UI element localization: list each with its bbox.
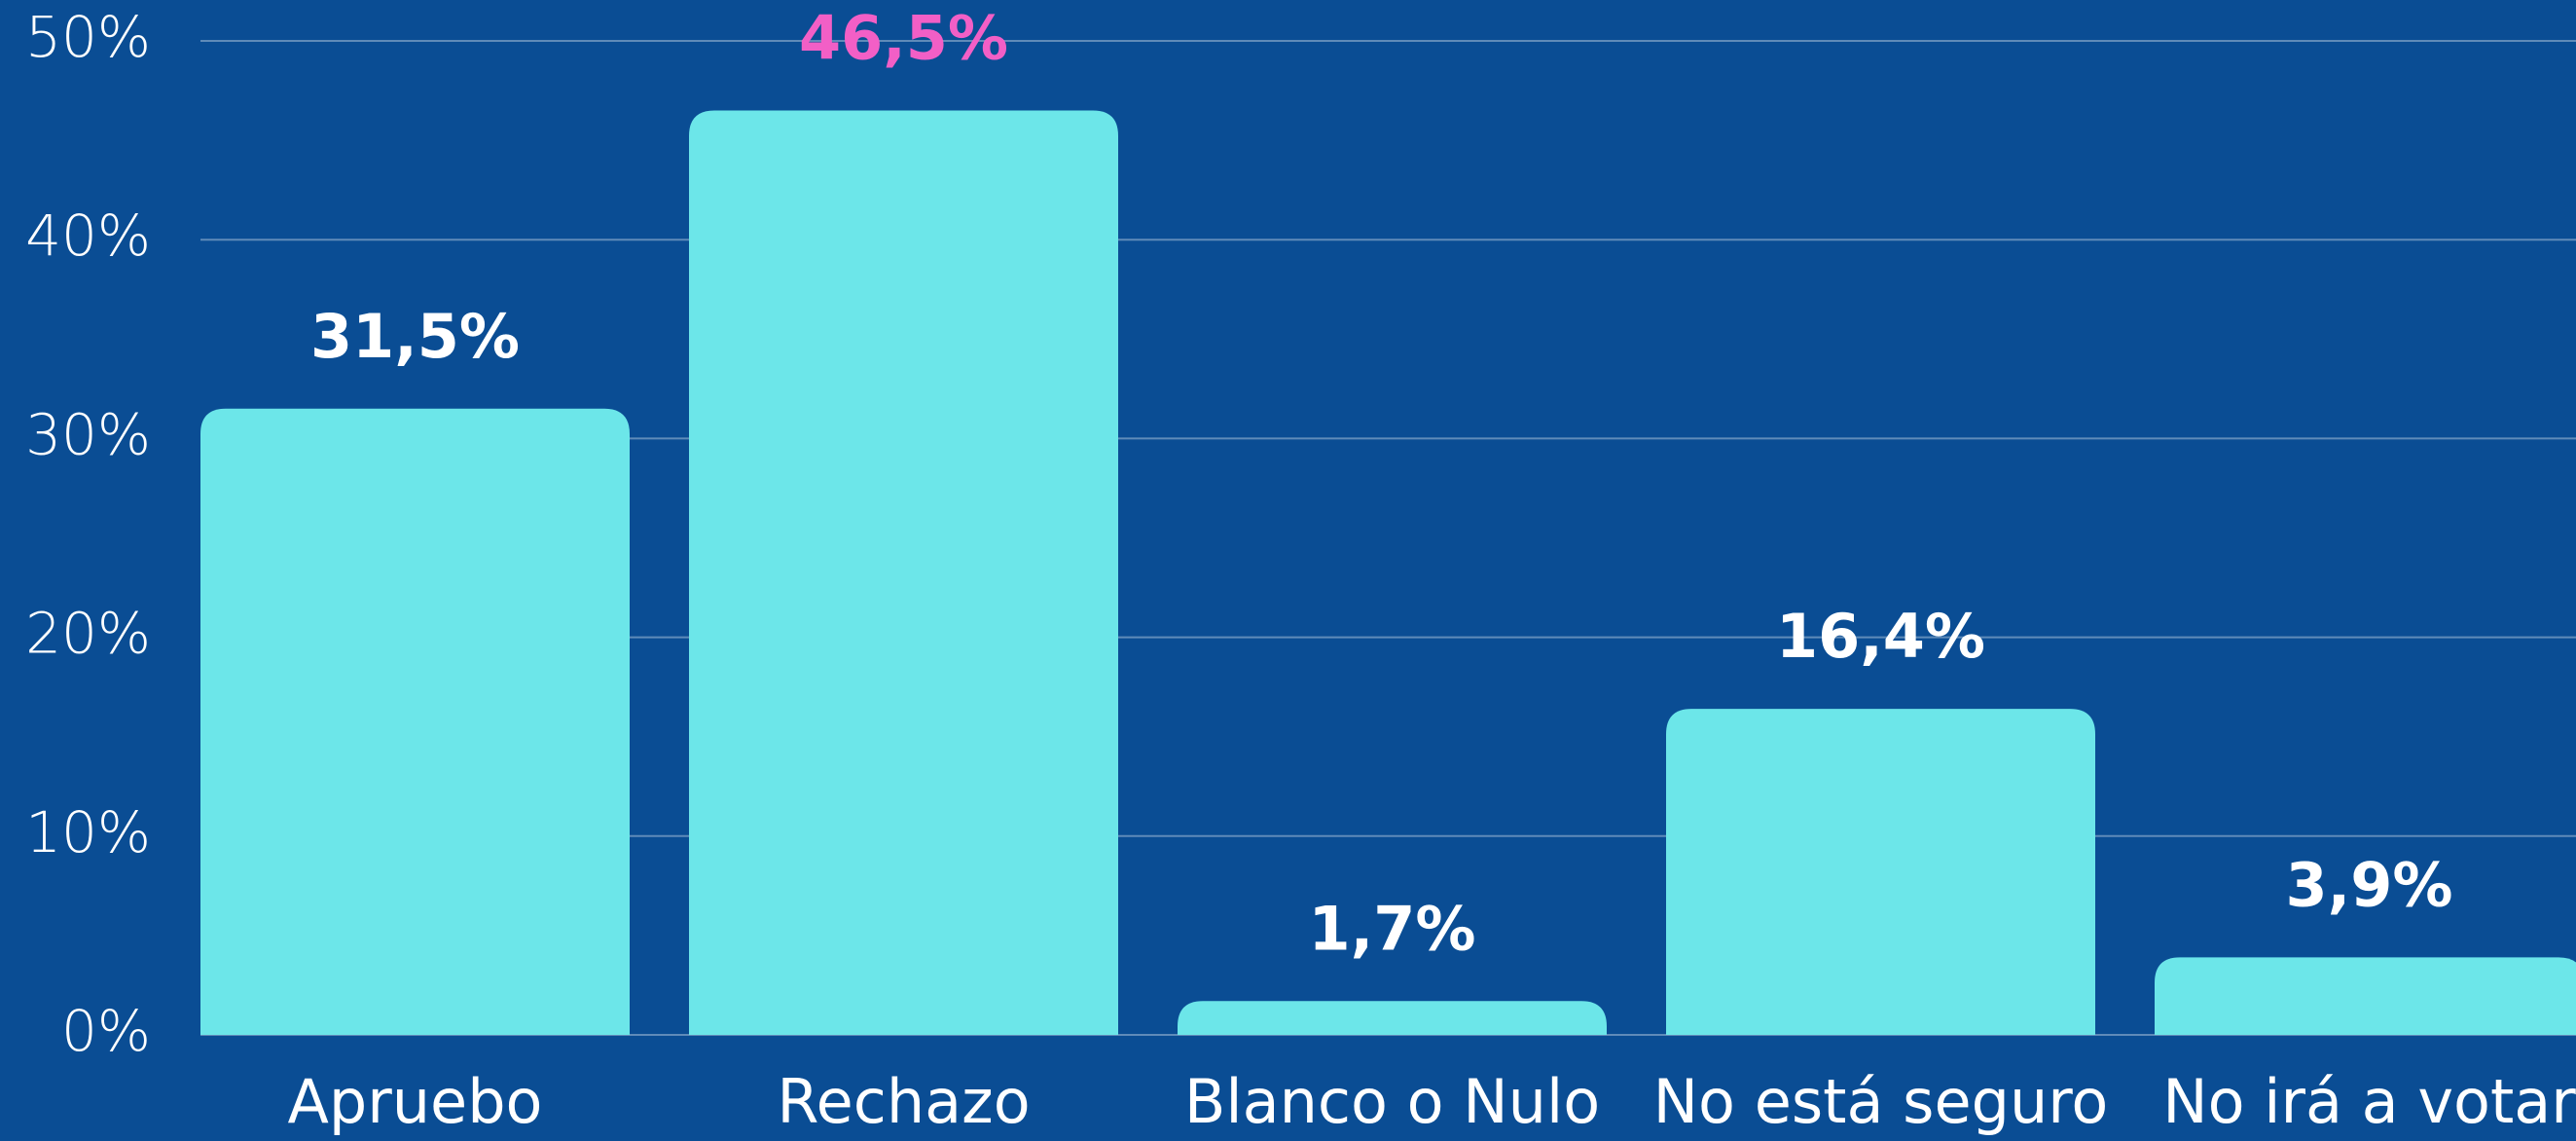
value-label: 16,4% [1776,601,1985,672]
bar [1178,1001,1607,1035]
value-label: 46,5% [799,3,1008,74]
bar [1666,709,2095,1035]
x-tick-label: Rechazo [777,1066,1030,1137]
y-tick-label: 20% [25,601,151,667]
value-label: 3,9% [2286,849,2453,920]
x-tick-label: Apruebo [288,1066,543,1137]
bar [2155,957,2576,1035]
y-tick-label: 0% [61,998,151,1064]
y-tick-label: 10% [25,799,151,865]
value-label: 1,7% [1309,893,1476,964]
bar [689,110,1118,1036]
bar [200,408,630,1035]
value-label: 31,5% [310,301,520,372]
y-tick-label: 40% [25,202,151,269]
x-tick-label: No está seguro [1653,1066,2109,1137]
y-tick-label: 30% [25,401,151,467]
x-tick-label: Blanco o Nulo [1184,1066,1600,1137]
y-tick-label: 50% [25,4,151,70]
x-tick-label: No irá a votar [2162,1066,2576,1137]
